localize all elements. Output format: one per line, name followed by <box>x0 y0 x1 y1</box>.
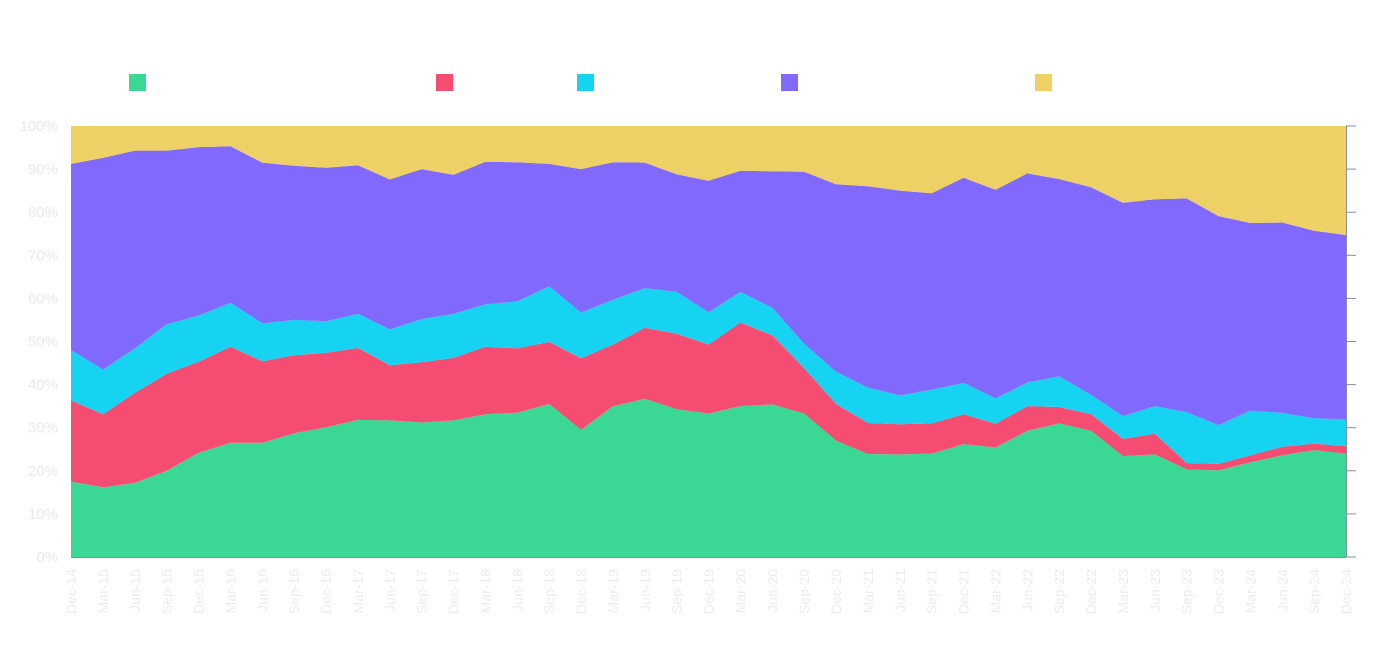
plot-area <box>71 126 1346 557</box>
x-tick-label: Mar-23 <box>1115 569 1131 614</box>
legend-swatch-series-1 <box>129 74 146 91</box>
x-tick-label: Mar-21 <box>860 569 876 614</box>
y-tick-label: 0% <box>36 549 58 566</box>
x-tick-label: Sep-23 <box>1179 569 1195 614</box>
x-tick-label: Mar-24 <box>1242 569 1258 614</box>
legend-item-series-3[interactable] <box>577 74 594 91</box>
y-tick-label: 70% <box>28 247 58 264</box>
x-tick-label: Mar-22 <box>987 569 1003 614</box>
x-tick-label: Mar-18 <box>477 569 493 614</box>
x-tick-label: Mar-15 <box>95 569 111 614</box>
x-tick-label: Dec-24 <box>1338 569 1354 614</box>
y-tick-label: 20% <box>28 463 58 480</box>
area-series-3[interactable] <box>71 286 1346 464</box>
legend-item-series-5[interactable] <box>1035 74 1052 91</box>
legend-item-series-4[interactable] <box>781 74 798 91</box>
x-tick-label: Mar-16 <box>222 569 238 614</box>
y-tick-label: 80% <box>28 204 58 221</box>
legend-item-series-1[interactable] <box>129 74 146 91</box>
x-tick-label: Dec-17 <box>446 569 462 614</box>
x-tick-label: Dec-23 <box>1211 569 1227 614</box>
y-axis-ticks: 0% 10% 20% 30% 40% 50% 60% 70% 80% 90% 100% <box>20 118 1356 566</box>
x-tick-label: Jun-16 <box>254 569 270 612</box>
legend <box>0 74 1380 94</box>
x-tick-label: Mar-19 <box>605 569 621 614</box>
y-tick-label: 40% <box>28 377 58 394</box>
x-tick-label: Dec-18 <box>573 569 589 614</box>
x-tick-label: Sep-18 <box>541 569 557 614</box>
area-series-4[interactable] <box>71 146 1346 426</box>
y-tick-label: 90% <box>28 161 58 178</box>
x-tick-label: Sep-17 <box>414 569 430 614</box>
area-series-1[interactable] <box>71 398 1346 557</box>
x-tick-label: Dec-14 <box>63 569 79 614</box>
x-tick-label: Dec-16 <box>318 569 334 614</box>
area-series-5[interactable] <box>71 126 1346 235</box>
y-tick-label: 10% <box>28 506 58 523</box>
x-tick-label: Dec-22 <box>1083 569 1099 614</box>
legend-swatch-series-2 <box>436 74 453 91</box>
x-tick-label: Mar-17 <box>350 569 366 614</box>
legend-swatch-series-3 <box>577 74 594 91</box>
x-tick-label: Dec-20 <box>828 569 844 614</box>
x-tick-label: Dec-21 <box>956 569 972 614</box>
x-tick-label: Sep-20 <box>796 569 812 614</box>
y-tick-label: 30% <box>28 420 58 437</box>
x-tick-label: Jun-17 <box>382 569 398 612</box>
x-tick-label: Sep-21 <box>924 569 940 614</box>
y-tick-label: 50% <box>28 334 58 351</box>
x-tick-label: Dec-15 <box>191 569 207 614</box>
x-tick-label: Jun-18 <box>509 569 525 612</box>
legend-swatch-series-5 <box>1035 74 1052 91</box>
x-tick-label: Sep-15 <box>159 569 175 614</box>
x-tick-label: Sep-16 <box>286 569 302 614</box>
legend-item-series-2[interactable] <box>436 74 453 91</box>
x-tick-label: Jun-24 <box>1274 569 1290 612</box>
legend-swatch-series-4 <box>781 74 798 91</box>
x-tick-label: Jun-20 <box>764 569 780 612</box>
x-tick-label: Mar-20 <box>732 569 748 614</box>
x-tick-label: Jun-15 <box>127 569 143 612</box>
x-tick-label: Dec-19 <box>701 569 717 614</box>
y-tick-label: 60% <box>28 290 58 307</box>
x-tick-label: Jun-21 <box>892 569 908 612</box>
x-tick-label: Sep-19 <box>669 569 685 614</box>
area-series-2[interactable] <box>71 322 1346 488</box>
x-tick-label: Jun-22 <box>1019 569 1035 612</box>
x-tick-label: Sep-24 <box>1306 569 1322 614</box>
x-tick-label: Jun-23 <box>1147 569 1163 612</box>
x-tick-label: Jun-19 <box>637 569 653 612</box>
x-axis-ticks: Dec-14 Mar-15 Jun-15 Sep-15 Dec-15 Mar-16 Jun-… <box>63 569 1354 614</box>
x-tick-label: Sep-22 <box>1051 569 1067 614</box>
y-tick-label: 100% <box>20 118 58 135</box>
